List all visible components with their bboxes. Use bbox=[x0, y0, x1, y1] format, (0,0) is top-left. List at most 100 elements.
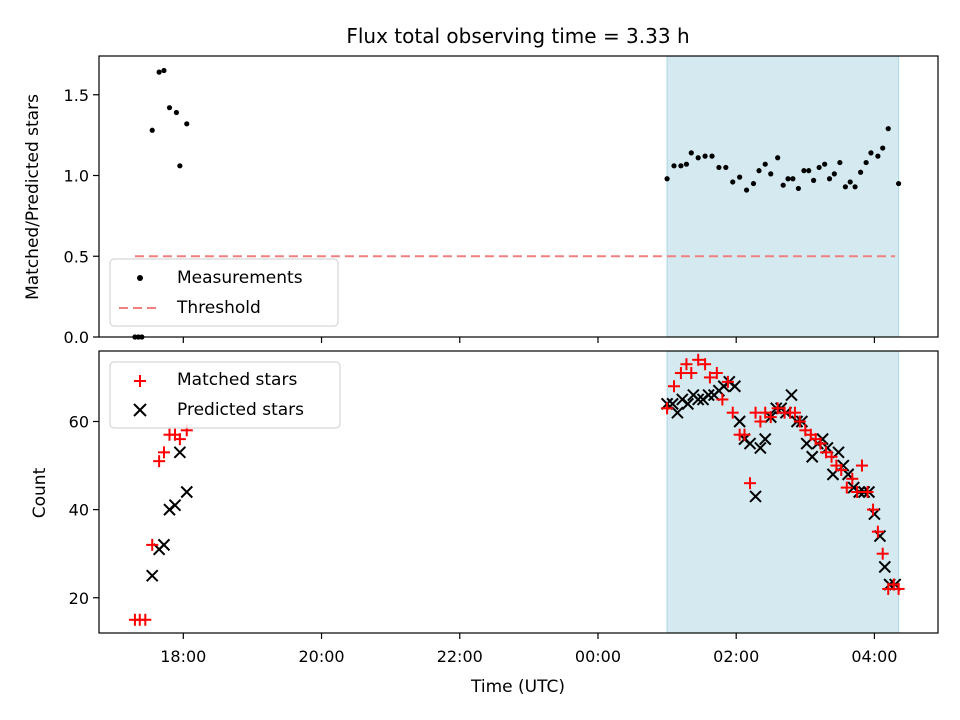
matched-stars-point bbox=[793, 415, 806, 428]
x-tick-label: 22:00 bbox=[437, 647, 483, 666]
matched-stars-point bbox=[680, 358, 693, 371]
measurement-point bbox=[875, 153, 881, 159]
measurement-point bbox=[768, 171, 774, 177]
matched-stars-point bbox=[692, 353, 705, 366]
legend-bottom: Matched stars Predicted stars bbox=[109, 361, 341, 429]
x-axis-label: Time (UTC) bbox=[470, 677, 565, 697]
matched-stars-point bbox=[892, 582, 905, 595]
x-tick-label: 04:00 bbox=[851, 647, 897, 666]
measurement-point bbox=[837, 159, 843, 166]
measurement-point bbox=[750, 180, 757, 187]
predicted-stars-point bbox=[878, 560, 891, 574]
measurement-point bbox=[795, 185, 801, 192]
measurement-point bbox=[885, 126, 891, 132]
measurement-point bbox=[709, 153, 715, 159]
x-ticks-top bbox=[182, 337, 876, 343]
matched-stars-point bbox=[814, 437, 827, 450]
y-tick-label: 1.0 bbox=[64, 167, 89, 186]
measurement-point bbox=[762, 161, 768, 167]
measurement-point bbox=[149, 127, 155, 133]
measurement-point bbox=[730, 179, 736, 185]
measurement-point bbox=[822, 161, 828, 167]
matched-stars-point bbox=[754, 415, 767, 428]
x-tick-label: 18:00 bbox=[160, 647, 206, 666]
measurement-point bbox=[811, 177, 817, 183]
predicted-legend-label: Predicted stars bbox=[177, 400, 304, 420]
matched-stars-point bbox=[825, 450, 838, 463]
predicted-stars-point bbox=[754, 441, 767, 455]
measurement-point bbox=[161, 67, 167, 74]
measurement-point bbox=[743, 187, 750, 193]
matched-stars-point bbox=[846, 472, 859, 485]
predicted-stars-point bbox=[806, 450, 819, 463]
bottom-ylabel: Count bbox=[30, 467, 50, 518]
top-axes-frame bbox=[98, 55, 939, 338]
measurement-point bbox=[678, 163, 684, 169]
matched-stars-point bbox=[674, 367, 687, 380]
bottom-panel: 20 40 60 18:00 20:00 22:00 00:00 02:00 04:00 Co… bbox=[30, 350, 939, 697]
measurement-point bbox=[868, 150, 874, 156]
x-tick-label: 02:00 bbox=[713, 647, 759, 666]
x-ticks-bottom: 18:00 20:00 22:00 00:00 02:00 04:00 bbox=[160, 633, 897, 666]
measurement-point bbox=[756, 168, 762, 174]
matched-stars-point bbox=[726, 406, 739, 419]
measurement-point bbox=[863, 159, 869, 166]
matched-stars-point bbox=[764, 411, 777, 424]
matched-stars-point bbox=[157, 446, 170, 459]
predicted-stars-point bbox=[785, 388, 798, 402]
predicted-stars-point bbox=[173, 446, 187, 459]
predicted-legend-marker bbox=[133, 403, 147, 417]
y-ticks-top: 0.0 0.5 1.0 1.5 bbox=[64, 86, 99, 347]
matched-stars-point bbox=[667, 380, 680, 393]
matched-stars-point bbox=[173, 433, 186, 446]
measurement-point bbox=[156, 69, 162, 75]
chart-title: Flux total observing time = 3.33 h bbox=[346, 24, 689, 48]
predicted-stars-point bbox=[157, 538, 171, 552]
predicted-stars-point bbox=[691, 393, 705, 406]
measurement-point bbox=[826, 176, 833, 182]
measurement-point bbox=[801, 168, 807, 174]
observing-span-top bbox=[666, 55, 900, 338]
matched-legend-label: Matched stars bbox=[177, 370, 297, 390]
bottom-axes-frame bbox=[98, 350, 939, 634]
measurement-point bbox=[683, 161, 690, 167]
matched-stars-point bbox=[855, 459, 868, 472]
predicted-stars-point bbox=[146, 569, 159, 582]
matched-stars-point bbox=[738, 428, 751, 441]
predicted-stars-point bbox=[749, 490, 762, 503]
predicted-stars-point bbox=[671, 406, 684, 419]
measurement-point bbox=[177, 163, 183, 169]
measurements-legend-label: Measurements bbox=[177, 268, 303, 288]
predicted-stars-point bbox=[168, 499, 182, 512]
matched-stars-point bbox=[851, 486, 864, 498]
matched-stars-point bbox=[771, 402, 784, 415]
predicted-stars-point bbox=[733, 415, 746, 428]
matched-stars-point bbox=[685, 367, 698, 380]
measurements-legend-marker bbox=[137, 275, 143, 281]
predicted-stars-point bbox=[743, 437, 757, 450]
y-ticks-bottom: 20 40 60 bbox=[69, 413, 99, 608]
predicted-stars-point bbox=[681, 397, 695, 411]
matched-stars-point bbox=[153, 455, 166, 468]
matched-stars-point bbox=[139, 613, 152, 626]
predicted-stars-point bbox=[759, 432, 772, 446]
measurement-point bbox=[790, 176, 796, 182]
measurement-point bbox=[723, 164, 729, 171]
legend-top: Measurements Threshold bbox=[109, 258, 339, 327]
matched-stars-point bbox=[867, 503, 880, 516]
y-tick-label: 0.5 bbox=[64, 247, 89, 266]
matched-stars-point bbox=[788, 406, 801, 419]
y-tick-label: 1.5 bbox=[64, 86, 89, 105]
matched-stars-point bbox=[703, 371, 716, 384]
matched-stars-point bbox=[710, 367, 723, 380]
matched-stars-point bbox=[744, 477, 757, 490]
y-tick-label: 0.0 bbox=[64, 328, 89, 347]
matched-stars-point bbox=[716, 393, 729, 406]
matched-stars-point bbox=[835, 463, 848, 476]
matched-stars-point bbox=[699, 358, 712, 371]
x-tick-label: 00:00 bbox=[575, 647, 621, 666]
measurement-point bbox=[775, 155, 781, 161]
matched-stars-point bbox=[661, 402, 674, 415]
matched-stars-point bbox=[721, 375, 734, 388]
